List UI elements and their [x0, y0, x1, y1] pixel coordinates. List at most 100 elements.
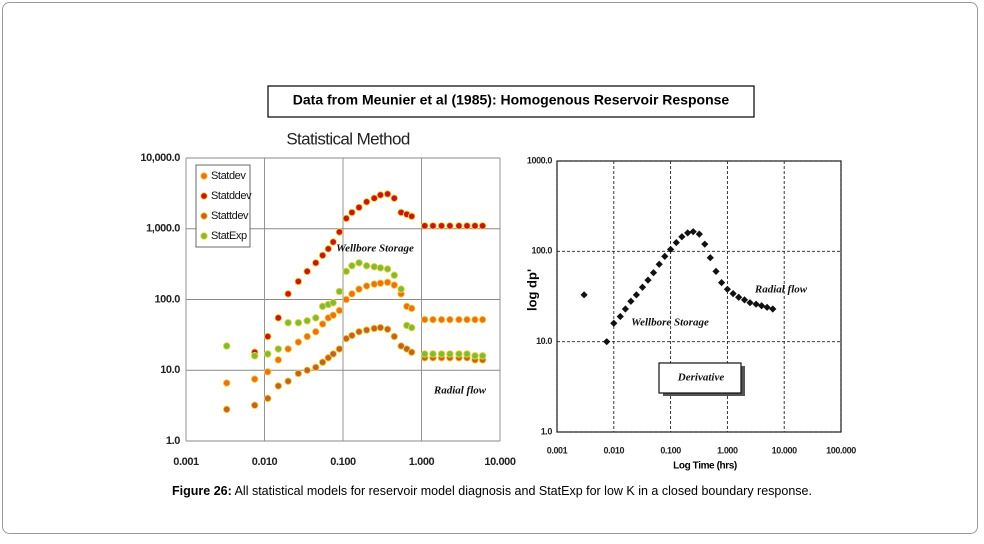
data-point [390, 271, 399, 280]
data-point [695, 230, 703, 238]
data-point [294, 369, 303, 378]
data-point [324, 245, 333, 253]
legend-marker [200, 192, 208, 200]
data-point [763, 303, 771, 311]
data-point [717, 279, 726, 287]
data-point [746, 299, 754, 307]
data-point [655, 260, 663, 268]
data-point [284, 318, 292, 327]
data-point [463, 222, 471, 230]
data-point [478, 315, 487, 324]
data-point [729, 290, 737, 298]
data-point [446, 222, 454, 230]
data-point [455, 350, 463, 358]
data-point [712, 267, 720, 275]
data-point [661, 252, 669, 260]
data-point [383, 325, 392, 333]
data-point [284, 345, 292, 353]
caption: Figure 26: All statistical models for re… [172, 484, 812, 498]
data-point [263, 368, 272, 376]
data-point [471, 222, 479, 230]
data-point [348, 208, 356, 217]
data-point [294, 338, 303, 346]
data-point [407, 212, 416, 221]
data-point [390, 332, 399, 341]
x-tick-label: 10.000 [484, 456, 516, 468]
annotation: Derivative [677, 372, 725, 384]
data-point [312, 328, 320, 336]
data-point [689, 228, 697, 236]
data-point [370, 263, 378, 271]
data-point [342, 214, 350, 223]
y-tick-label: 10.0 [160, 364, 180, 376]
data-point [329, 238, 337, 246]
data-point [222, 379, 231, 387]
data-point [284, 290, 292, 298]
data-point [455, 222, 463, 230]
data-point [318, 358, 327, 366]
caption-text: All statistical models for reservoir mod… [235, 484, 812, 498]
y-axis-label: log dp' [524, 269, 539, 311]
data-point [303, 317, 311, 325]
data-point [370, 324, 378, 333]
data-point [303, 332, 311, 341]
data-point [362, 282, 371, 290]
data-point [329, 311, 337, 319]
annotation: Radial flow [433, 385, 487, 397]
y-tick-label: 1,000.0 [146, 223, 180, 235]
data-point [616, 312, 624, 321]
data-point [362, 198, 371, 206]
data-point [274, 382, 283, 390]
data-point [397, 342, 405, 350]
caption-label: Figure 26: [172, 484, 232, 498]
y-tick-label: 1.0 [166, 435, 180, 447]
legend-marker [200, 172, 208, 180]
data-point [603, 338, 611, 346]
data-point [706, 254, 714, 262]
data-point [678, 233, 686, 241]
data-point [376, 191, 385, 199]
data-point [274, 345, 283, 353]
x-tick-label: 0.100 [660, 445, 681, 455]
data-point [294, 318, 303, 327]
figure-title: Data from Meunier et al (1985): Homogeno… [293, 92, 730, 108]
data-point [769, 305, 777, 313]
data-point [222, 405, 231, 414]
data-point [303, 267, 311, 276]
data-point [740, 296, 749, 304]
data-point [407, 348, 416, 356]
data-point [429, 315, 437, 324]
data-point [429, 350, 437, 358]
data-point [312, 314, 320, 322]
legend-label: Stattdev [211, 210, 249, 222]
data-point [420, 350, 429, 358]
data-point [348, 290, 356, 298]
x-tick-label: 0.001 [547, 445, 568, 455]
data-point [390, 281, 399, 289]
data-point [672, 238, 680, 247]
data-point [632, 291, 641, 299]
data-point [335, 306, 344, 315]
data-point [420, 315, 429, 324]
data-point [329, 298, 337, 307]
data-point [471, 352, 479, 360]
data-point [342, 334, 350, 343]
data-point [649, 269, 658, 277]
data-point [263, 350, 272, 358]
data-point [684, 229, 692, 237]
data-point [335, 345, 344, 353]
data-point [318, 320, 327, 328]
data-point [376, 323, 385, 332]
data-point [370, 194, 378, 202]
data-point [342, 267, 350, 276]
y-tick-label: 10.0 [536, 336, 552, 346]
data-point [329, 350, 337, 358]
data-point [667, 245, 675, 254]
data-point [312, 259, 320, 267]
legend-marker [200, 232, 208, 240]
data-point [407, 304, 416, 313]
data-point [250, 352, 259, 360]
data-point [250, 375, 259, 383]
data-point [376, 279, 385, 287]
data-point [312, 363, 320, 372]
